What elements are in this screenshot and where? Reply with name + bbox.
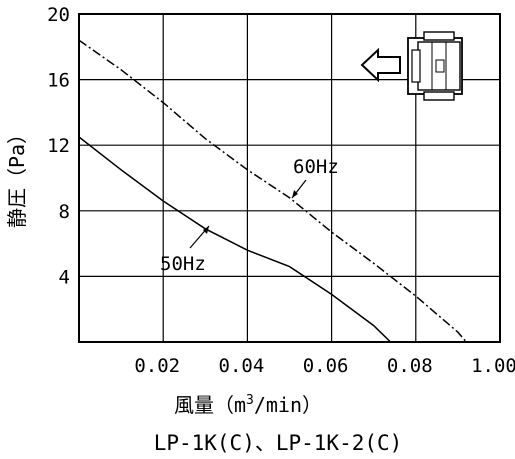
y-tick-label: 4	[59, 266, 70, 288]
model-label: LP-1K(C)、LP-1K-2(C)	[154, 431, 403, 455]
y-tick-label: 8	[59, 201, 70, 223]
fan-unit-icon	[407, 31, 463, 101]
x-axis-title: 風量（m3/min）	[174, 393, 322, 417]
y-axis-title: 静圧（Pa）	[5, 124, 29, 228]
x-tick-label: 0.04	[219, 355, 265, 377]
y-tick-label: 20	[47, 4, 70, 26]
y-tick-labels: 4 8 12 16 20	[47, 4, 70, 288]
x-tick-labels: 0.02 0.04 0.06 0.08 1.00	[134, 355, 515, 377]
x-tick-label: 0.08	[387, 355, 433, 377]
annotation-60hz: 60Hz	[291, 156, 339, 199]
annotation-50hz-label: 50Hz	[160, 253, 206, 275]
annotation-60hz-arrowhead	[292, 190, 298, 198]
series-line-50hz	[78, 136, 392, 343]
x-tick-label: 0.06	[303, 355, 349, 377]
y-tick-label: 16	[47, 70, 70, 92]
y-tick-label: 12	[47, 135, 70, 157]
annotation-50hz: 50Hz	[160, 225, 210, 275]
plot-frame	[78, 13, 501, 343]
x-tick-label: 1.00	[471, 355, 515, 377]
airflow-arrow-icon	[360, 47, 401, 83]
x-tick-label: 0.02	[134, 355, 180, 377]
annotation-50hz-arrowhead	[203, 226, 209, 234]
series-line-60hz	[78, 39, 467, 343]
annotation-60hz-label: 60Hz	[293, 156, 339, 178]
series-lines	[78, 39, 467, 343]
